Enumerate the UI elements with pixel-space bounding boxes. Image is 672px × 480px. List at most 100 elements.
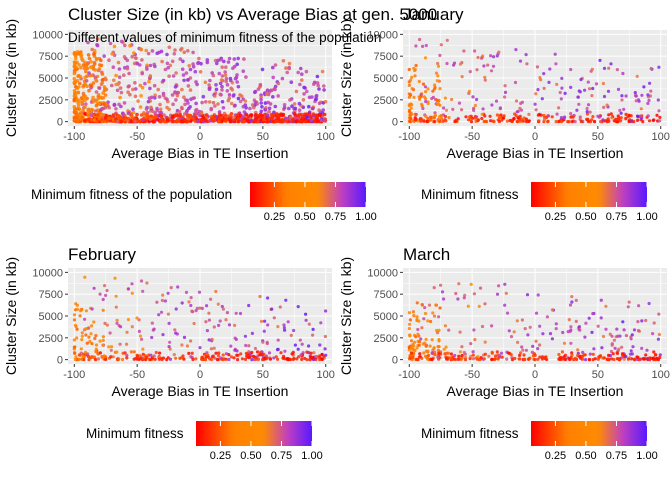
- series-points: [407, 37, 662, 124]
- data-point: [591, 352, 595, 356]
- data-point: [489, 119, 493, 123]
- data-point: [104, 355, 108, 359]
- data-point: [471, 353, 475, 357]
- data-point: [473, 103, 477, 108]
- data-point: [198, 306, 202, 310]
- data-point: [449, 356, 453, 360]
- data-point: [261, 118, 266, 122]
- data-point: [182, 357, 186, 361]
- data-point: [576, 95, 580, 99]
- data-point: [255, 350, 260, 354]
- data-point: [241, 69, 246, 73]
- color-legend: Minimum fitness of the population 0.25 0.5…: [31, 182, 377, 223]
- data-point: [410, 87, 414, 91]
- data-point: [547, 80, 551, 84]
- data-point: [132, 51, 136, 55]
- data-point: [172, 353, 176, 357]
- data-point: [242, 119, 246, 124]
- color-legend: Minimum fitness 0.25 0.50 0.75 1.00: [421, 421, 658, 462]
- data-point: [113, 276, 117, 280]
- data-point: [413, 68, 417, 72]
- data-point: [290, 117, 295, 122]
- data-point: [579, 77, 583, 82]
- data-point: [247, 303, 251, 308]
- data-point: [207, 338, 211, 342]
- data-point: [168, 347, 172, 351]
- data-point: [234, 337, 238, 341]
- data-point: [494, 99, 499, 103]
- data-point: [236, 84, 241, 89]
- x-tick-label: -100: [398, 369, 420, 381]
- data-point: [266, 100, 271, 105]
- data-point: [298, 338, 302, 342]
- data-point: [424, 43, 428, 48]
- data-point: [644, 353, 648, 357]
- data-point: [276, 357, 280, 361]
- data-point: [126, 287, 130, 291]
- legend-colorbar: [196, 421, 312, 446]
- data-point: [229, 355, 233, 359]
- data-point: [297, 108, 302, 112]
- data-point: [462, 49, 466, 53]
- data-point: [554, 327, 558, 331]
- data-point: [460, 353, 464, 358]
- data-point: [170, 59, 175, 64]
- data-point: [271, 75, 276, 80]
- data-point: [150, 321, 154, 325]
- data-point: [265, 116, 269, 121]
- data-point: [300, 342, 304, 346]
- data-point: [497, 284, 501, 288]
- data-point: [139, 47, 144, 52]
- data-point: [205, 351, 209, 355]
- data-point: [492, 55, 496, 59]
- data-point: [86, 354, 90, 359]
- data-point: [73, 351, 77, 355]
- data-point: [415, 315, 419, 319]
- data-point: [443, 324, 447, 328]
- data-point: [170, 93, 175, 97]
- data-point: [536, 88, 540, 92]
- data-point: [520, 318, 525, 322]
- data-point: [594, 82, 599, 86]
- data-point: [223, 73, 228, 77]
- data-point: [503, 282, 507, 286]
- data-point: [610, 342, 614, 346]
- data-point: [407, 104, 411, 108]
- data-point: [157, 50, 161, 55]
- panel-february: -100 -50 0 50 100 0 2500 5000 7500 10000 Average B…: [3, 245, 335, 462]
- data-point: [435, 102, 439, 107]
- data-point: [538, 343, 542, 347]
- data-point: [635, 114, 640, 118]
- data-point: [475, 68, 479, 72]
- data-point: [126, 90, 130, 94]
- data-point: [160, 59, 164, 64]
- legend-tick-label: 1.00: [355, 211, 376, 223]
- data-point: [656, 98, 660, 102]
- x-tick-label: 0: [532, 369, 538, 381]
- data-point: [205, 329, 209, 333]
- data-point: [119, 119, 123, 124]
- y-tick-label: 7500: [374, 51, 398, 63]
- data-point: [207, 311, 211, 315]
- data-point: [92, 320, 96, 324]
- data-point: [250, 331, 254, 335]
- data-point: [72, 105, 77, 109]
- data-point: [229, 86, 233, 90]
- data-point: [109, 355, 113, 359]
- data-point: [510, 118, 514, 122]
- data-point: [232, 356, 236, 360]
- data-point: [560, 86, 564, 90]
- data-point: [418, 352, 422, 356]
- data-point: [539, 78, 543, 82]
- data-point: [98, 351, 102, 355]
- data-point: [76, 103, 81, 108]
- data-point: [276, 338, 280, 342]
- data-point: [419, 337, 423, 341]
- panel-subtitle: Different values of minimum fitness of t…: [68, 30, 381, 45]
- data-point: [617, 347, 621, 351]
- legend-title: Minimum fitness: [86, 426, 184, 441]
- data-point: [642, 85, 646, 89]
- y-tick-label: 2500: [374, 95, 398, 107]
- data-point: [194, 107, 199, 112]
- data-point: [90, 307, 94, 311]
